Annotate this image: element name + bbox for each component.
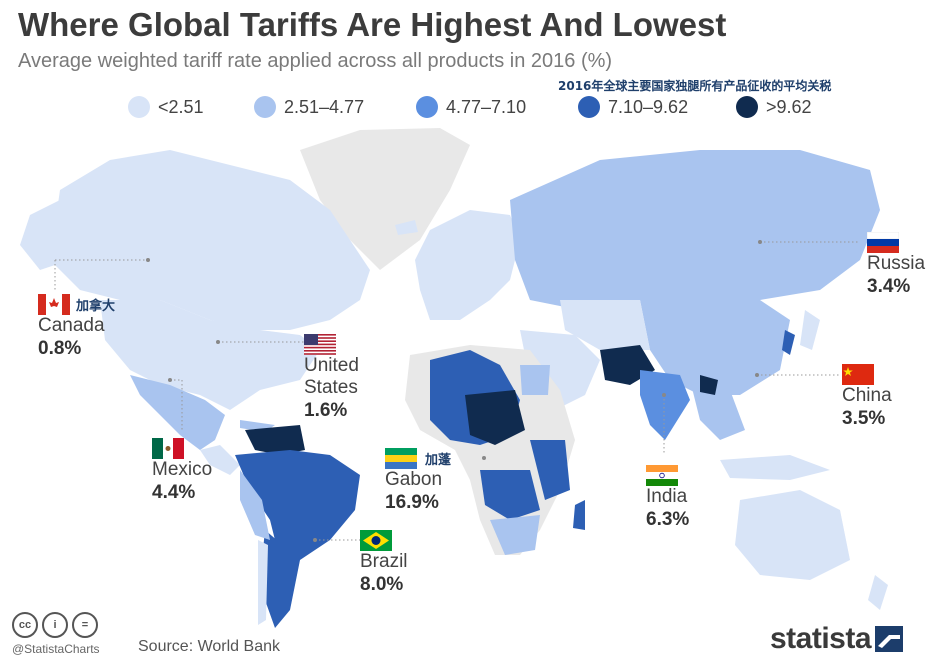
legend-item: 7.10–9.62	[578, 96, 688, 118]
license-icons: cc i =	[12, 612, 98, 638]
russia-flag-icon	[867, 232, 899, 253]
legend-item: >9.62	[736, 96, 812, 118]
australia	[735, 490, 850, 580]
callout-canada: 加拿大 Canada 0.8%	[38, 294, 115, 361]
callout-mexico: Mexico 4.4%	[152, 438, 212, 505]
gabon-value: 16.9%	[385, 492, 439, 513]
legend-label: 7.10–9.62	[608, 96, 689, 117]
usa-flag-icon	[304, 334, 336, 355]
page-subtitle: Average weighted tariff rate applied acr…	[18, 50, 613, 72]
mexico-flag-icon	[152, 438, 184, 459]
callout-united-states: United States 1.6%	[304, 334, 359, 423]
callout-russia: Russia 3.4%	[867, 232, 925, 299]
callout-gabon: 加蓬 Gabon 16.9%	[385, 448, 451, 515]
legend-label: <2.51	[158, 96, 204, 117]
statista-logo: statista	[770, 622, 904, 656]
statista-mark-icon	[875, 626, 904, 652]
china-value: 3.5%	[842, 408, 886, 429]
legend-swatch	[578, 96, 600, 118]
india-shape	[640, 370, 690, 440]
chinese-subtitle: 2016年全球主要国家独腿所有产品征收的平均关税	[558, 79, 832, 93]
canada-value: 0.8%	[38, 338, 82, 359]
brazil-shape	[235, 450, 360, 560]
greenland	[300, 128, 470, 270]
new-zealand	[868, 575, 888, 610]
madagascar	[573, 500, 585, 530]
brazil-name: Brazil	[360, 551, 408, 572]
central-america	[200, 445, 240, 475]
myanmar-dark	[700, 375, 718, 395]
europe-shape	[415, 210, 520, 320]
korea	[782, 330, 795, 355]
peru-region	[240, 470, 270, 540]
russia-value: 3.4%	[867, 276, 911, 297]
east-africa	[530, 440, 570, 500]
russia-shape	[510, 150, 880, 310]
china-shape	[640, 300, 790, 395]
iceland	[395, 220, 418, 235]
legend-label: 2.51–4.77	[284, 96, 365, 117]
central-africa	[480, 470, 540, 520]
india-flag-icon	[646, 465, 678, 486]
legend-swatch	[416, 96, 438, 118]
callout-brazil: Brazil 8.0%	[360, 530, 408, 597]
venezuela	[245, 425, 305, 455]
south-cone	[262, 530, 300, 628]
alaska-shape	[20, 195, 90, 270]
legend-item: 2.51–4.77	[254, 96, 364, 118]
legend-swatch	[128, 96, 150, 118]
chile-strip	[258, 540, 268, 625]
canada-flag-icon	[38, 294, 70, 315]
canada-name: Canada	[38, 315, 105, 336]
gabon-flag-icon	[385, 448, 417, 469]
gabon-name: Gabon	[385, 469, 443, 490]
legend-label: 4.77–7.10	[446, 96, 527, 117]
legend-swatch	[736, 96, 758, 118]
mexico-value: 4.4%	[152, 482, 196, 503]
legend-item: 4.77–7.10	[416, 96, 526, 118]
legend-swatch	[254, 96, 276, 118]
canada-cn-label: 加拿大	[76, 299, 116, 314]
statista-credit: @StatistaCharts	[12, 642, 100, 656]
usa-name-line2: States	[304, 377, 358, 398]
usa-name-line1: United	[304, 355, 359, 376]
india-value: 6.3%	[646, 509, 690, 530]
se-asia	[690, 380, 745, 440]
callout-india: India 6.3%	[646, 465, 689, 532]
callout-china: China 3.5%	[842, 364, 892, 431]
brand-text: statista	[770, 622, 872, 655]
mexico-name: Mexico	[152, 459, 213, 480]
mexico-shape	[130, 375, 225, 450]
japan	[800, 310, 820, 350]
india-name: India	[646, 486, 688, 507]
legend-label: >9.62	[766, 96, 812, 117]
brazil-value: 8.0%	[360, 574, 404, 595]
attribution-icon: i	[42, 612, 68, 638]
no-derivatives-icon: =	[72, 612, 98, 638]
russia-name: Russia	[867, 253, 926, 274]
egypt	[520, 365, 550, 395]
china-flag-icon	[842, 364, 874, 385]
central-asia	[560, 300, 650, 350]
southern-africa	[490, 515, 540, 555]
page-title: Where Global Tariffs Are Highest And Low…	[18, 6, 727, 43]
creative-commons-icon: cc	[12, 612, 38, 638]
canada-shape	[50, 150, 370, 330]
legend-item: <2.51	[128, 96, 204, 118]
usa-value: 1.6%	[304, 400, 348, 421]
sahel-darkest	[465, 390, 525, 445]
brazil-flag-icon	[360, 530, 392, 551]
source-note: Source: World Bank	[138, 638, 280, 655]
indonesia	[720, 455, 830, 480]
gabon-cn-label: 加蓬	[425, 453, 452, 468]
china-name: China	[842, 385, 892, 406]
